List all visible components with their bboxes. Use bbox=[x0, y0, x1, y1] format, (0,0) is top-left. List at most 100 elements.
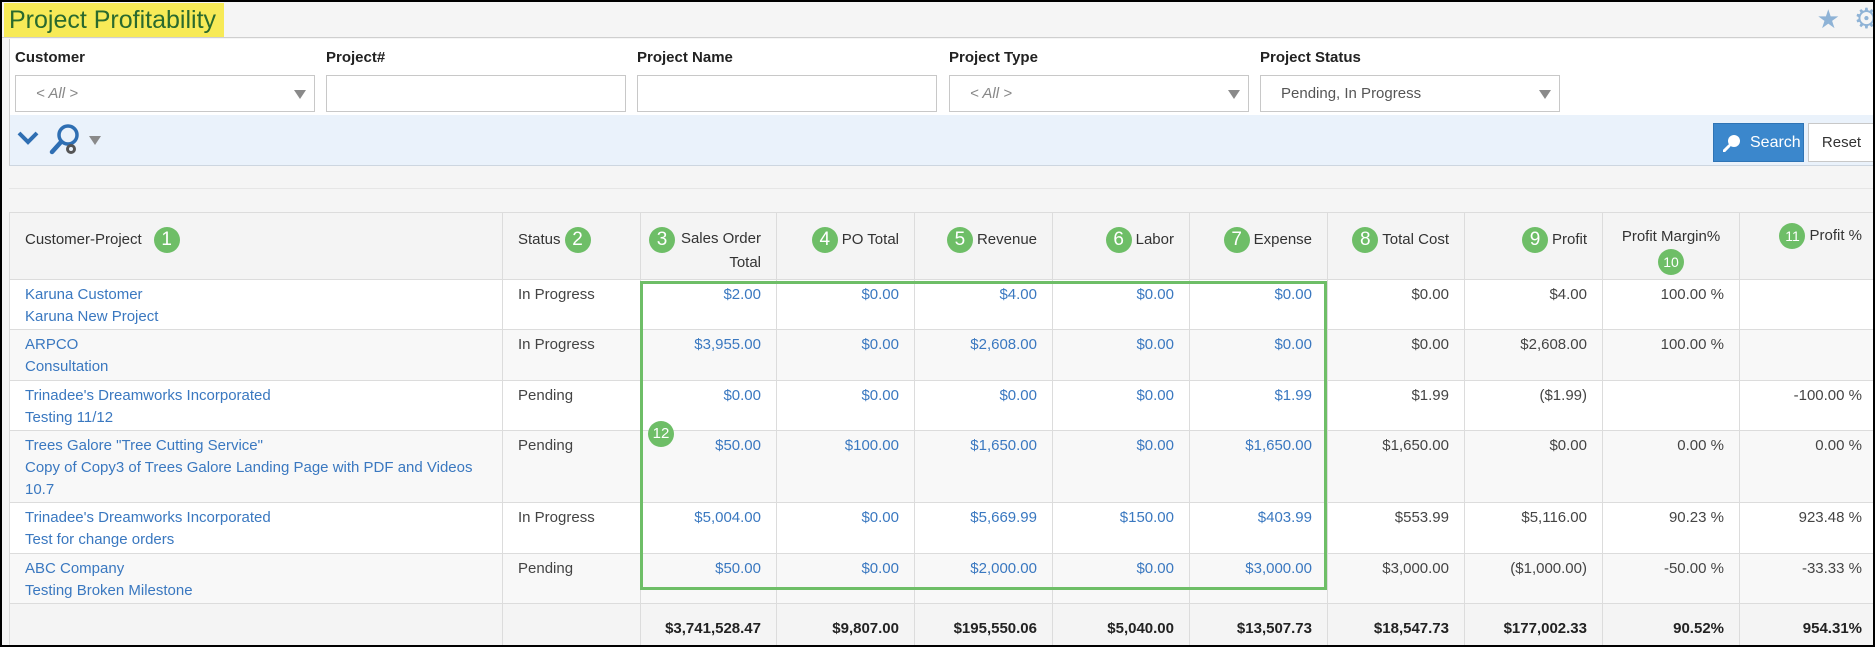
expense-link[interactable]: $1.99 bbox=[1189, 380, 1328, 431]
column-header-customer-project[interactable]: Customer-Project 1 bbox=[9, 212, 503, 280]
project-link[interactable]: Karuna New Project bbox=[25, 308, 159, 325]
status-cell: Pending bbox=[502, 553, 641, 604]
filter-project-number: Project# bbox=[326, 39, 626, 112]
sales-order-total-link[interactable]: $5,004.00 bbox=[640, 502, 777, 554]
status-cell: In Progress bbox=[502, 279, 641, 330]
customer-project-cell: ARPCO Consultation bbox=[9, 329, 503, 381]
title-bar: Project Profitability ★ ⚙ bbox=[2, 2, 1873, 38]
column-header-expense[interactable]: 7 Expense bbox=[1189, 212, 1328, 280]
annotation-badge: 4 bbox=[811, 227, 838, 253]
total-profit-margin: 90.52% bbox=[1602, 603, 1740, 645]
page-title: Project Profitability bbox=[4, 3, 225, 37]
labor-link[interactable]: $0.00 bbox=[1052, 329, 1190, 381]
profit-cell: $2,608.00 bbox=[1464, 329, 1603, 381]
total-expense: $13,507.73 bbox=[1189, 603, 1328, 645]
expense-link[interactable]: $3,000.00 bbox=[1189, 553, 1328, 604]
labor-link[interactable]: $0.00 bbox=[1052, 380, 1190, 431]
profit-margin-cell: 0.00 % bbox=[1602, 430, 1740, 503]
profit-margin-cell: 100.00 % bbox=[1602, 329, 1740, 381]
expense-link[interactable]: $403.99 bbox=[1189, 502, 1328, 554]
total-cost-cell: $3,000.00 bbox=[1327, 553, 1465, 604]
revenue-link[interactable]: $1,650.00 bbox=[914, 430, 1053, 503]
labor-link[interactable]: $0.00 bbox=[1052, 430, 1190, 503]
project-number-input[interactable] bbox=[326, 75, 626, 112]
po-total-link[interactable]: $0.00 bbox=[776, 380, 915, 431]
po-total-link[interactable]: $0.00 bbox=[776, 502, 915, 554]
expense-link[interactable]: $1,650.00 bbox=[1189, 430, 1328, 503]
filter-customer: Customer < All > bbox=[15, 39, 315, 112]
project-link[interactable]: Testing 11/12 bbox=[25, 409, 114, 426]
column-header-total-cost[interactable]: 8 Total Cost bbox=[1327, 212, 1465, 280]
column-header-po-total[interactable]: 4 PO Total bbox=[776, 212, 915, 280]
status-cell: In Progress bbox=[502, 502, 641, 554]
customer-link[interactable]: Trinadee's Dreamworks Incorporated bbox=[25, 509, 271, 526]
project-link[interactable]: Testing Broken Milestone bbox=[25, 582, 193, 599]
labor-link[interactable]: $0.00 bbox=[1052, 553, 1190, 604]
search-icon bbox=[1723, 135, 1740, 152]
customer-label: Customer bbox=[15, 49, 86, 66]
column-header-profit[interactable]: 9 Profit bbox=[1464, 212, 1603, 280]
annotation-badge: 7 bbox=[1223, 227, 1250, 253]
filter-project-type: Project Type < All > bbox=[949, 39, 1249, 112]
expense-link[interactable]: $0.00 bbox=[1189, 329, 1328, 381]
annotation-badge: 3 bbox=[649, 227, 675, 253]
profitability-table: Customer-Project 1 Status 2 3 Sales Order T… bbox=[9, 212, 1873, 645]
column-header-profit-pct[interactable]: 11 Profit % bbox=[1739, 212, 1873, 280]
revenue-link[interactable]: $0.00 bbox=[914, 380, 1053, 431]
column-header-revenue[interactable]: 5 Revenue bbox=[914, 212, 1053, 280]
profit-cell: ($1,000.00) bbox=[1464, 553, 1603, 604]
labor-link[interactable]: $0.00 bbox=[1052, 279, 1190, 330]
column-header-profit-margin[interactable]: Profit Margin% 10 bbox=[1602, 212, 1740, 280]
labor-link[interactable]: $150.00 bbox=[1052, 502, 1190, 554]
revenue-link[interactable]: $2,608.00 bbox=[914, 329, 1053, 381]
status-cell: Pending bbox=[502, 430, 641, 503]
annotation-badge: 8 bbox=[1352, 227, 1379, 253]
profit-pct-cell: 923.48 % bbox=[1739, 502, 1873, 554]
customer-select[interactable]: < All > bbox=[15, 75, 315, 112]
reset-button[interactable]: Reset bbox=[1808, 123, 1873, 162]
total-po: $9,807.00 bbox=[776, 603, 915, 645]
annotation-badge: 9 bbox=[1521, 227, 1548, 253]
project-type-select[interactable]: < All > bbox=[949, 75, 1249, 112]
search-options-dropdown[interactable] bbox=[89, 136, 101, 145]
annotation-badge: 2 bbox=[564, 227, 591, 253]
total-cost-cell: $553.99 bbox=[1327, 502, 1465, 554]
project-link[interactable]: Copy of Copy3 of Trees Galore Landing Pa… bbox=[25, 459, 473, 498]
gear-icon[interactable]: ⚙ bbox=[1854, 5, 1873, 33]
customer-link[interactable]: ABC Company bbox=[25, 560, 125, 577]
total-labor: $5,040.00 bbox=[1052, 603, 1190, 645]
search-settings-icon[interactable] bbox=[49, 123, 83, 157]
totals-row: $3,741,528.47 $9,807.00 $195,550.06 $5,0… bbox=[9, 603, 1873, 645]
column-header-status[interactable]: Status 2 bbox=[502, 212, 641, 280]
star-icon[interactable]: ★ bbox=[1816, 4, 1840, 34]
po-total-link[interactable]: $0.00 bbox=[776, 329, 915, 381]
project-link[interactable]: Test for change orders bbox=[25, 531, 175, 548]
customer-link[interactable]: ARPCO bbox=[25, 336, 79, 353]
customer-link[interactable]: Karuna Customer bbox=[25, 286, 143, 303]
sales-order-total-link[interactable]: $3,955.00 bbox=[640, 329, 777, 381]
revenue-link[interactable]: $2,000.00 bbox=[914, 553, 1053, 604]
customer-select-value: < All > bbox=[36, 85, 78, 102]
collapse-chevron-icon[interactable] bbox=[16, 129, 40, 147]
project-status-select[interactable]: Pending, In Progress bbox=[1260, 75, 1560, 112]
revenue-link[interactable]: $5,669.99 bbox=[914, 502, 1053, 554]
po-total-link[interactable]: $0.00 bbox=[776, 279, 915, 330]
project-type-select-value: < All > bbox=[970, 85, 1012, 102]
customer-link[interactable]: Trinadee's Dreamworks Incorporated bbox=[25, 387, 271, 404]
column-header-sales-order-total[interactable]: 3 Sales Order Total bbox=[640, 212, 777, 280]
sales-order-total-link[interactable]: $50.00 bbox=[640, 553, 777, 604]
profit-cell: ($1.99) bbox=[1464, 380, 1603, 431]
column-header-labor[interactable]: 6 Labor bbox=[1052, 212, 1190, 280]
search-button[interactable]: Search bbox=[1713, 123, 1804, 162]
divider bbox=[9, 188, 1873, 189]
revenue-link[interactable]: $4.00 bbox=[914, 279, 1053, 330]
annotation-badge: 12 bbox=[648, 421, 674, 447]
project-name-input[interactable] bbox=[637, 75, 937, 112]
customer-link[interactable]: Trees Galore "Tree Cutting Service" bbox=[25, 437, 263, 454]
project-link[interactable]: Consultation bbox=[25, 358, 109, 375]
po-total-link[interactable]: $100.00 bbox=[776, 430, 915, 503]
po-total-link[interactable]: $0.00 bbox=[776, 553, 915, 604]
sales-order-total-link[interactable]: $2.00 bbox=[640, 279, 777, 330]
expense-link[interactable]: $0.00 bbox=[1189, 279, 1328, 330]
project-status-select-value: Pending, In Progress bbox=[1281, 85, 1422, 102]
